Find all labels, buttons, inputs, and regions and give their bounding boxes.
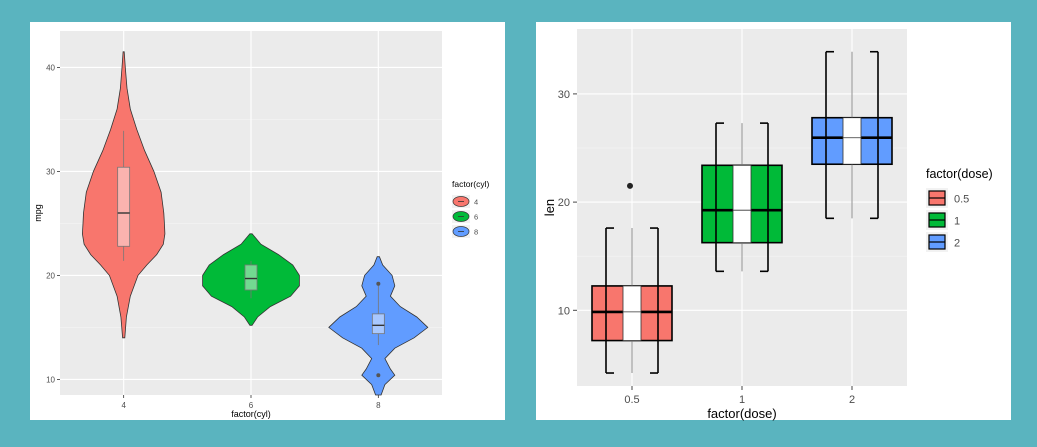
boxplot-chart: 10 20 30 0.5 1 2 factor(dose) len factor(dose) 0.… bbox=[542, 29, 993, 421]
y-axis-title: mpg bbox=[33, 204, 43, 222]
y-tick-label: 20 bbox=[558, 197, 570, 209]
legend-label: 4 bbox=[474, 198, 478, 207]
inner-box-0.5 bbox=[622, 285, 642, 341]
legend-label: 1 bbox=[954, 216, 960, 228]
legend-label: 0.5 bbox=[954, 194, 969, 206]
outlier-point bbox=[627, 182, 633, 189]
y-tick-label: 10 bbox=[46, 375, 55, 384]
violin-chart: 10 20 30 40 4 6 8 factor(cyl) mpg factor(cyl) 4 6 8 bbox=[33, 31, 489, 419]
outlier-point bbox=[376, 373, 381, 378]
violin-6 bbox=[202, 233, 300, 326]
violin-4 bbox=[81, 51, 166, 339]
x-axis-title: factor(dose) bbox=[707, 406, 776, 421]
y-tick-label: 40 bbox=[46, 63, 55, 72]
legend-title: factor(cyl) bbox=[452, 179, 489, 189]
boxplot-chart-panel: 10 20 30 0.5 1 2 factor(dose) len factor(dose) 0.… bbox=[536, 22, 1011, 421]
y-tick-label: 10 bbox=[558, 305, 570, 317]
inner-box-1 bbox=[732, 164, 752, 244]
y-tick-label: 30 bbox=[558, 89, 570, 101]
y-axis-title: len bbox=[542, 199, 557, 216]
x-axis-title: factor(cyl) bbox=[231, 409, 271, 419]
y-tick-label: 30 bbox=[46, 167, 55, 176]
x-tick-label: 8 bbox=[376, 401, 381, 410]
x-tick-label: 6 bbox=[249, 401, 254, 410]
x-tick-label: 4 bbox=[121, 401, 126, 410]
box-4 bbox=[117, 166, 131, 247]
x-tick-label: 1 bbox=[739, 394, 745, 406]
box-8 bbox=[371, 313, 385, 335]
outlier-point bbox=[376, 281, 381, 286]
violin-chart-panel: 10 20 30 40 4 6 8 factor(cyl) mpg factor(cyl) 4 6 8 bbox=[30, 22, 505, 420]
legend-label: 2 bbox=[954, 238, 960, 250]
x-tick-label: 0.5 bbox=[624, 394, 639, 406]
legend-label: 8 bbox=[474, 228, 478, 237]
inner-box-2 bbox=[842, 117, 862, 165]
legend-label: 6 bbox=[474, 213, 478, 222]
legend-title: factor(dose) bbox=[926, 167, 993, 181]
y-tick-label: 20 bbox=[46, 271, 55, 280]
box-6 bbox=[244, 264, 258, 291]
x-tick-label: 2 bbox=[849, 394, 855, 406]
